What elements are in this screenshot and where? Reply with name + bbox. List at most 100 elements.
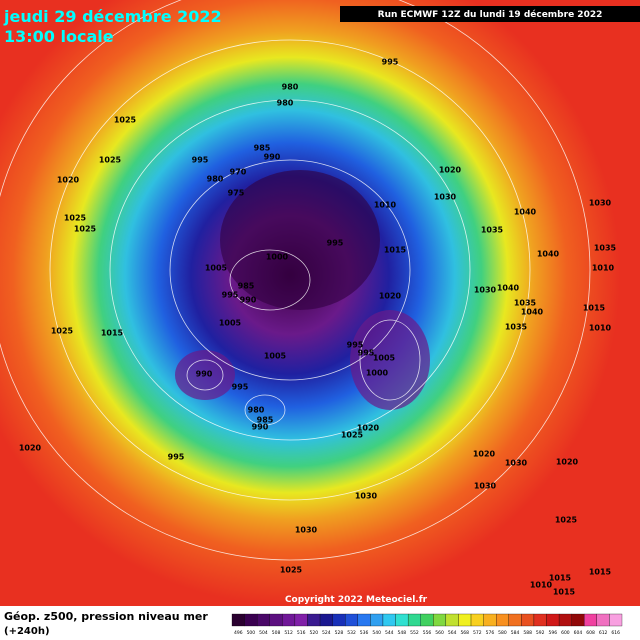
scale-label: 568	[460, 630, 469, 636]
isobar-label: 990	[240, 296, 257, 305]
isobar-label: 1030	[355, 492, 378, 501]
scale-swatch	[508, 613, 522, 627]
isobar-label: 1005	[264, 352, 287, 361]
isobar-label: 1025	[555, 516, 578, 525]
isobar-label: 1025	[114, 116, 137, 125]
scale-label: 544	[385, 630, 394, 636]
isobar-label: 1025	[51, 327, 74, 336]
isobar-label: 990	[196, 370, 213, 379]
scale-swatch	[496, 613, 509, 627]
isobar-label: 990	[264, 153, 281, 162]
scale-swatch	[319, 613, 333, 627]
isobar-label: 1035	[505, 323, 528, 332]
scale-label: 588	[523, 630, 532, 636]
lead-time: (+240h)	[4, 626, 50, 637]
scale-label: 516	[297, 630, 306, 636]
isobar-label: 1025	[99, 156, 122, 165]
isobar-label: 995	[168, 453, 185, 462]
isobar-label: 995	[382, 58, 399, 67]
scale-swatch	[395, 613, 409, 627]
scale-label: 604	[574, 630, 583, 636]
scale-swatch	[558, 613, 572, 627]
isobar-label: 1020	[19, 444, 42, 453]
scale-label: 596	[549, 630, 558, 636]
isobar-label: 1030	[589, 199, 612, 208]
scale-label: 512	[284, 630, 293, 636]
scale-swatch	[483, 613, 497, 627]
scale-label: 560	[435, 630, 444, 636]
scale-swatch	[546, 613, 560, 627]
scale-swatch	[282, 613, 296, 627]
isobar-label: 1030	[474, 286, 497, 295]
scale-swatch	[407, 613, 421, 627]
isobar-label: 995	[347, 341, 364, 350]
isobar-label: 975	[228, 189, 245, 198]
scale-label: 616	[611, 630, 620, 636]
run-banner	[340, 6, 640, 22]
scale-swatch	[294, 613, 308, 627]
scale-swatch	[521, 613, 535, 627]
isobar-label: 1035	[594, 244, 617, 253]
scale-label: 532	[347, 630, 356, 636]
date: jeudi 29 décembre 2022	[3, 7, 222, 26]
scale-swatch	[609, 613, 623, 627]
scale-swatch	[370, 613, 384, 627]
isobar-label: 1005	[205, 264, 228, 273]
low-core	[175, 350, 235, 400]
isobar-label: 985	[238, 282, 255, 291]
scale-label: 564	[448, 630, 457, 636]
isobar-label: 980	[248, 406, 265, 415]
scale-label: 528	[335, 630, 344, 636]
scale-swatch	[332, 613, 346, 627]
isobar-label: 995	[232, 383, 249, 392]
isobar-label: 1020	[556, 458, 579, 467]
field-title: Géop. z500, pression niveau mer	[4, 610, 208, 623]
scale-label: 552	[410, 630, 419, 636]
isobar-label: 1015	[583, 304, 606, 313]
low-core	[350, 310, 430, 410]
isobar-label: 1030	[474, 482, 497, 491]
isobar-label: 1040	[514, 208, 537, 217]
scale-label: 612	[599, 630, 608, 636]
scale-label: 520	[309, 630, 318, 636]
isobar-label: 1015	[384, 246, 407, 255]
isobar-label: 995	[327, 239, 344, 248]
scale-label: 536	[360, 630, 369, 636]
isobar-label: 1005	[219, 319, 242, 328]
isobar-label: 1020	[473, 450, 496, 459]
isobar-label: 1035	[481, 226, 504, 235]
scale-swatch	[257, 613, 270, 627]
scale-swatch	[433, 613, 447, 627]
scale-label: 524	[322, 630, 331, 636]
isobar-label: 980	[282, 83, 299, 92]
isobar-label: 1040	[497, 284, 520, 293]
isobar-label: 1000	[366, 369, 389, 378]
scale-swatch	[533, 613, 547, 627]
isobar-label: 1015	[101, 329, 124, 338]
scale-swatch	[596, 613, 610, 627]
scale-swatch	[470, 613, 484, 627]
time: 13:00 locale	[4, 27, 114, 46]
scale-swatch	[445, 613, 459, 627]
low-core	[220, 170, 380, 310]
scale-swatch	[382, 613, 396, 627]
isobar-label: 1005	[373, 354, 396, 363]
scale-label: 576	[486, 630, 495, 636]
scale-label: 500	[247, 630, 256, 636]
scale-label: 556	[423, 630, 432, 636]
isobar-label: 1020	[357, 424, 380, 433]
run-info: Run ECMWF 12Z du lundi 19 décembre 2022	[378, 9, 603, 20]
isobar-label: 1025	[74, 225, 97, 234]
isobar-label: 1010	[374, 201, 397, 210]
isobar-label: 1040	[521, 308, 544, 317]
isobar-label: 995	[222, 291, 239, 300]
scale-swatch	[458, 613, 472, 627]
scale-label: 572	[473, 630, 482, 636]
scale-label: 548	[398, 630, 407, 636]
isobar-label: 995	[358, 349, 375, 358]
isobar-label: 1040	[537, 250, 560, 259]
isobar-label: 1035	[514, 299, 537, 308]
scale-swatch	[345, 613, 358, 627]
isobar-label: 995	[192, 156, 209, 165]
